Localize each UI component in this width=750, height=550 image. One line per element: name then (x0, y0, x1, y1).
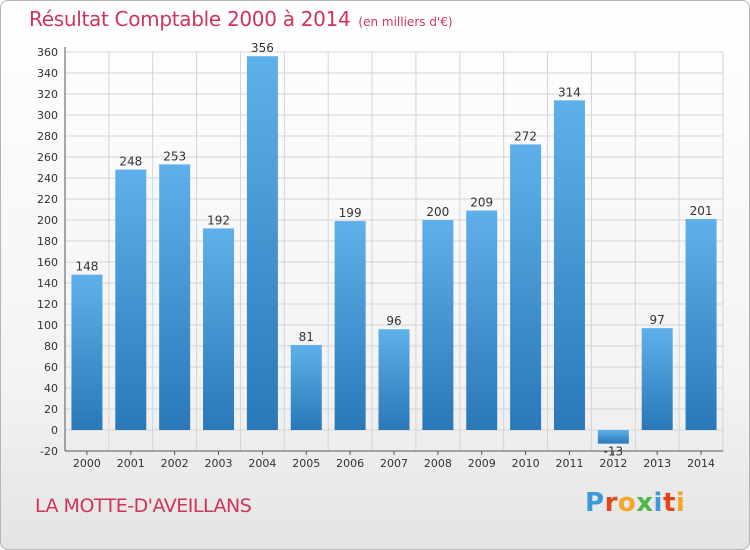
proxiti-logo: Proxiti (585, 488, 685, 518)
y-tick-label: 180 (37, 235, 58, 248)
logo-letter: r (604, 488, 618, 518)
bar (597, 430, 629, 444)
bar (466, 210, 498, 430)
data-label: -13 (604, 445, 624, 459)
bar (685, 218, 717, 430)
bar (641, 328, 673, 430)
y-tick-label: 220 (37, 193, 58, 206)
bar (71, 274, 103, 430)
y-tick-label: -20 (40, 445, 58, 458)
bar (378, 329, 410, 430)
data-label: 253 (163, 149, 186, 163)
location-name: LA MOTTE-D'AVEILLANS (35, 495, 252, 517)
data-label: 248 (119, 155, 142, 169)
y-tick-label: 100 (37, 319, 58, 332)
bar (203, 228, 235, 430)
bars (71, 56, 717, 444)
x-tick-label: 2012 (599, 457, 627, 470)
bar (510, 144, 542, 430)
y-tick-label: 80 (44, 340, 58, 353)
axes: -20 0 20 40 60 80 100 120 140 160 180 200 220 240 260 2… (37, 46, 723, 470)
logo-letter: o (617, 488, 637, 518)
data-label: 200 (426, 205, 449, 219)
chart-subtitle: (en milliers d'€) (358, 15, 453, 29)
y-tick-label: 60 (44, 361, 58, 374)
data-label: 199 (339, 206, 362, 220)
y-tick-label: 120 (37, 298, 58, 311)
bar (246, 56, 278, 430)
y-tick-label: 240 (37, 172, 58, 185)
y-tick-label: 360 (37, 46, 58, 59)
data-label: 81 (299, 330, 314, 344)
y-tick-label: 280 (37, 130, 58, 143)
x-tick-label: 2002 (161, 457, 189, 470)
y-tick-label: 300 (37, 109, 58, 122)
x-tick-label: 2008 (424, 457, 452, 470)
data-label: 272 (514, 129, 537, 143)
x-tick-label: 2000 (73, 457, 101, 470)
bar (422, 220, 454, 430)
logo-letter: i (653, 488, 663, 518)
x-tick-label: 2005 (292, 457, 320, 470)
data-labels: 148 248 253 192 356 81 199 96 200 209 272 314 -13 97 2… (75, 41, 712, 458)
data-label: 97 (650, 313, 665, 327)
y-tick-label: 0 (51, 424, 58, 437)
data-label: 96 (386, 314, 401, 328)
logo-letter: P (585, 488, 605, 518)
data-label: 209 (470, 196, 493, 210)
y-tick-label: 160 (37, 256, 58, 269)
x-tick-label: 2001 (117, 457, 145, 470)
data-label: 192 (207, 213, 230, 227)
bar (159, 164, 191, 430)
x-tick-label: 2014 (687, 457, 715, 470)
y-tick-label: 40 (44, 382, 58, 395)
x-tick-label: 2013 (643, 457, 671, 470)
y-tick-label: 320 (37, 88, 58, 101)
bar (115, 169, 147, 430)
logo-letter: i (675, 488, 686, 518)
bar (290, 344, 322, 430)
x-tick-label: 2007 (380, 457, 408, 470)
data-label: 314 (558, 85, 581, 99)
y-tick-label: 340 (37, 67, 58, 80)
chart-title-text: Résultat Comptable 2000 à 2014 (29, 7, 351, 31)
x-tick-label: 2010 (512, 457, 540, 470)
x-tick-label: 2006 (336, 457, 364, 470)
data-label: 201 (690, 204, 713, 218)
y-tick-label: 200 (37, 214, 58, 227)
logo-letter: t (662, 488, 676, 518)
y-tick-label: 20 (44, 403, 58, 416)
logo-letter: x (636, 488, 654, 518)
y-tick-label: 260 (37, 151, 58, 164)
x-tick-label: 2009 (468, 457, 496, 470)
data-label: 148 (75, 260, 98, 274)
x-tick-label: 2011 (555, 457, 583, 470)
bar (334, 221, 366, 430)
data-label: 356 (251, 41, 274, 55)
y-tick-label: 140 (37, 277, 58, 290)
bar (553, 100, 585, 431)
chart-title: Résultat Comptable 2000 à 2014 (en millie… (29, 7, 453, 31)
x-tick-label: 2003 (205, 457, 233, 470)
x-tick-label: 2004 (248, 457, 276, 470)
